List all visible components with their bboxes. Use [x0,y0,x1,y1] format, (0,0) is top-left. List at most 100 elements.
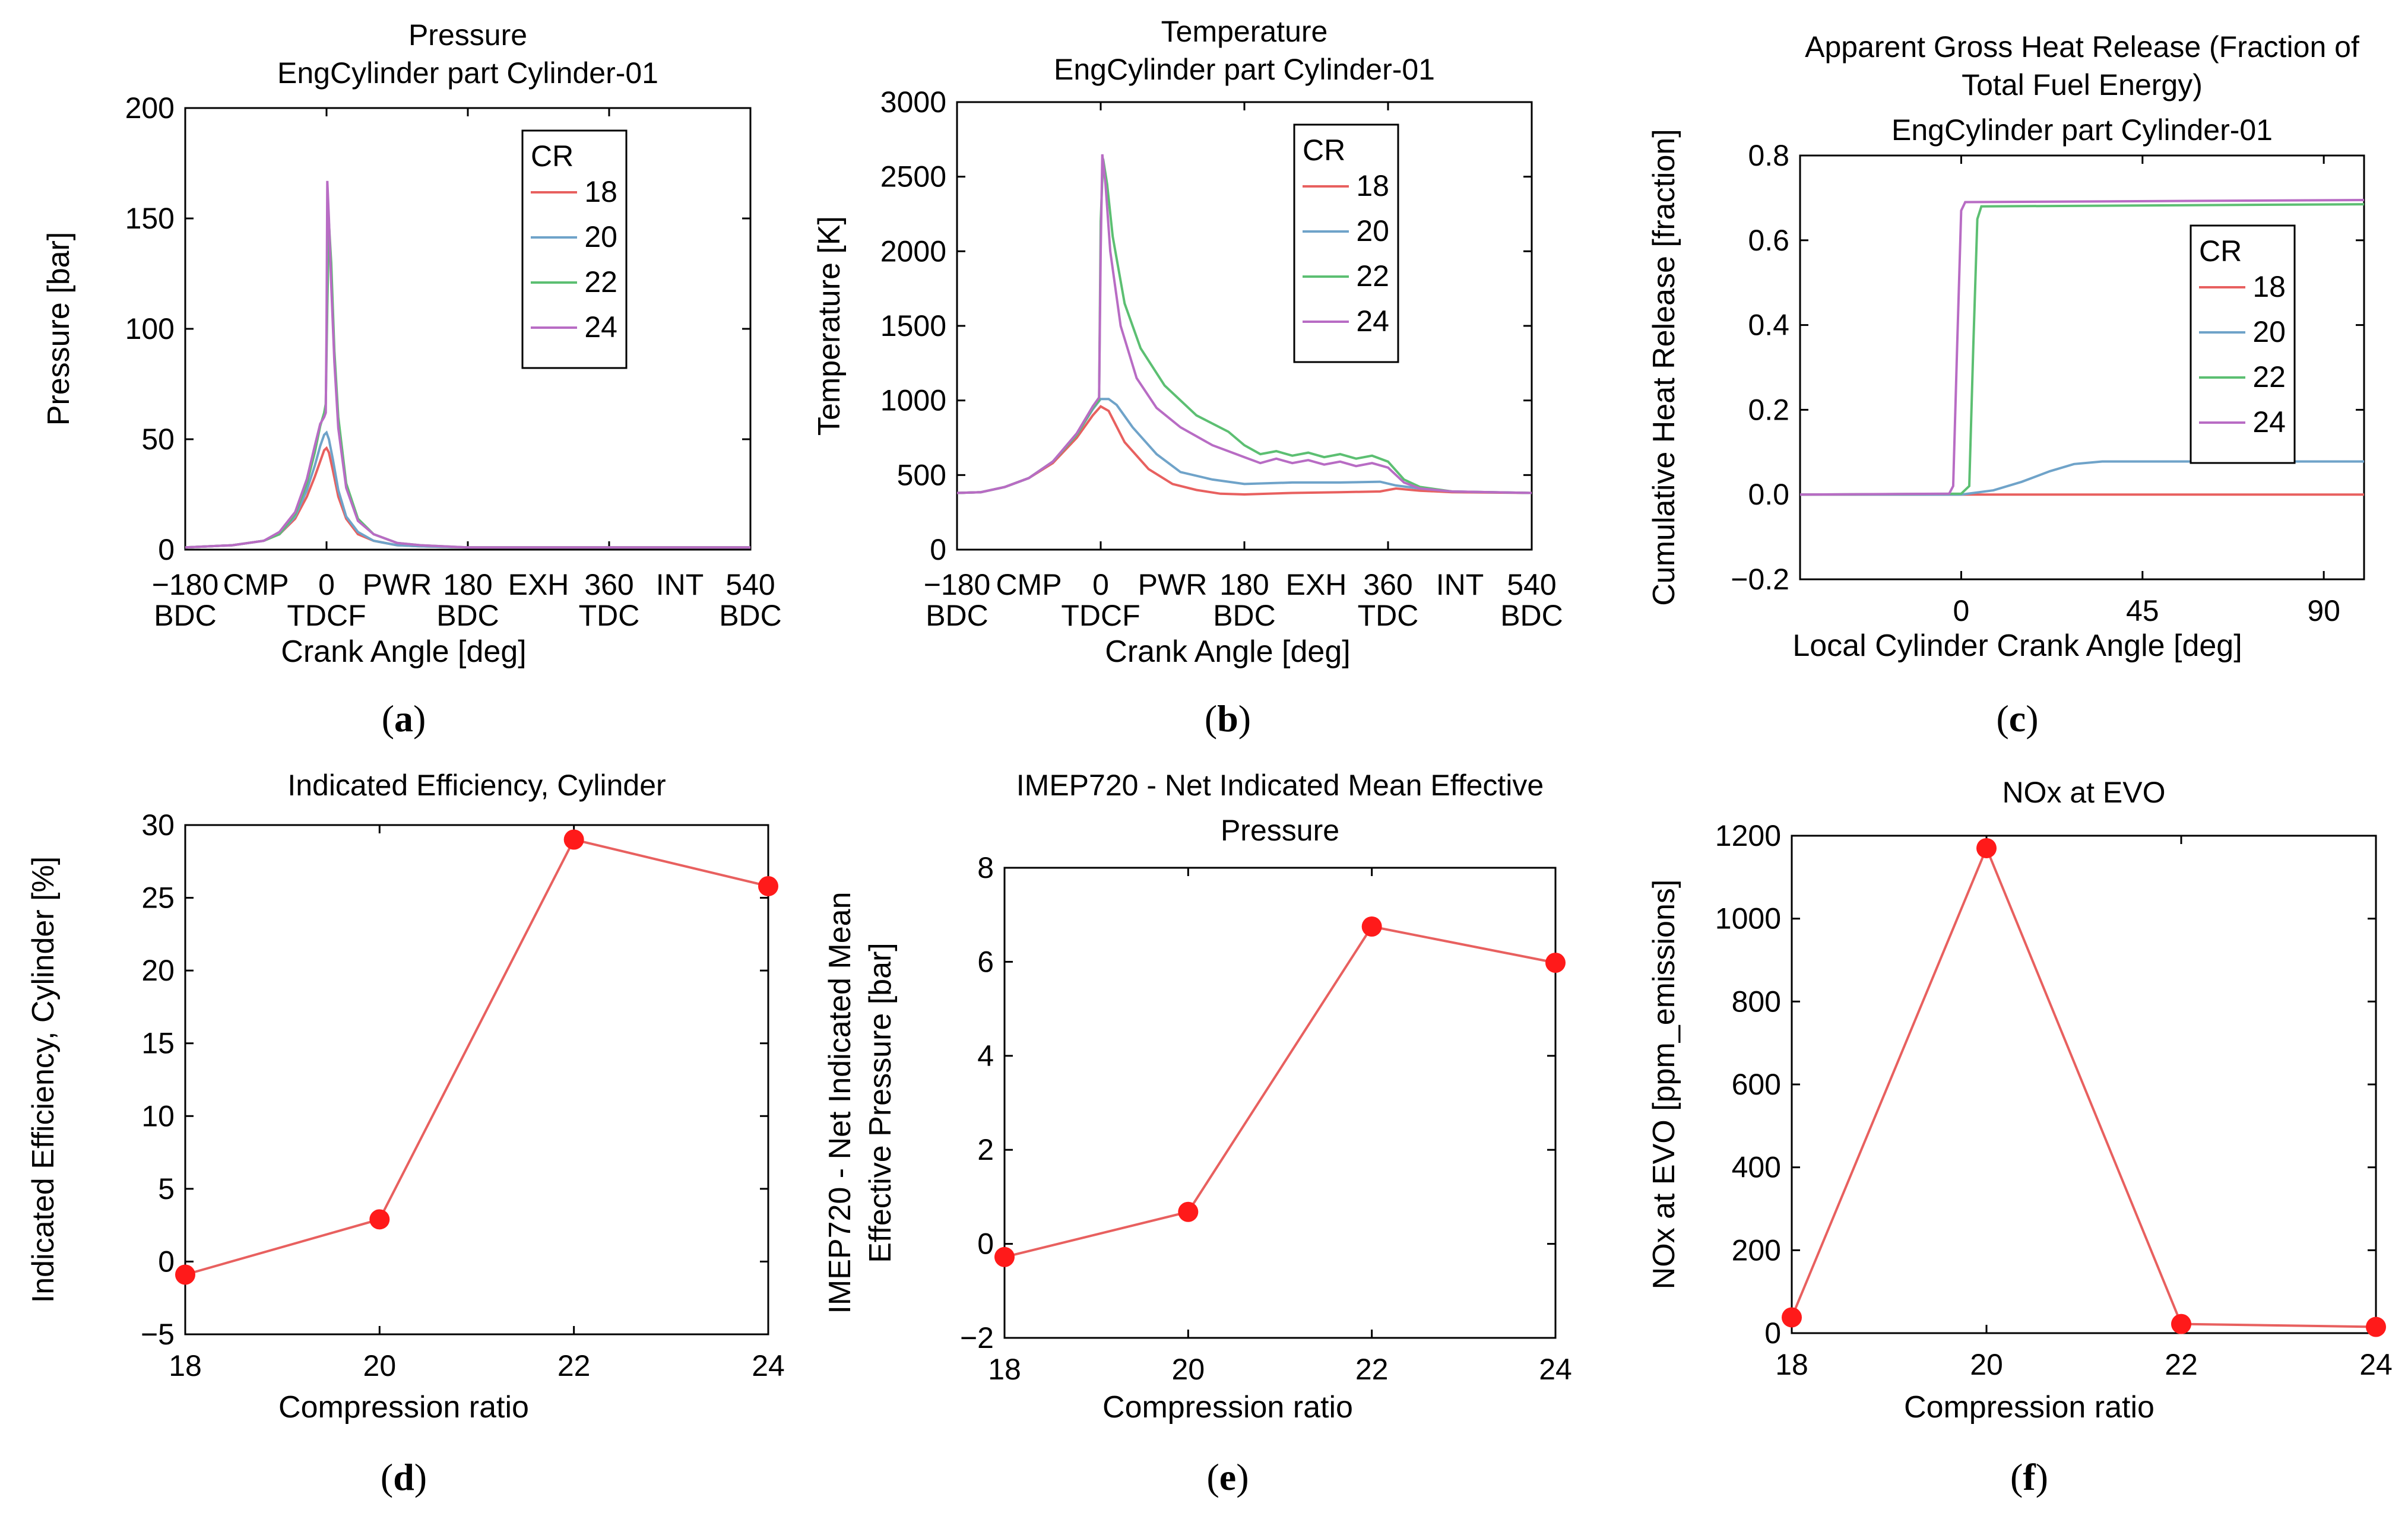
chart-title: Temperature [1161,15,1328,48]
y-tick-label: 30 [141,808,175,842]
y-tick-label: 150 [125,202,175,235]
data-point [1545,952,1566,973]
y-tick-label: 2500 [880,160,946,193]
x-tick-label: 24 [1539,1353,1572,1386]
data-point [369,1209,390,1230]
y-axis-label: Cumulative Heat Release [fraction] [1647,129,1681,606]
y-tick-label: 10 [141,1099,175,1133]
y-tick-label: 15 [141,1027,175,1060]
legend-label-cr-24: 24 [2252,405,2286,439]
x-tick-label: −180 [152,568,219,601]
x-tick-label: 24 [2359,1348,2393,1381]
legend-title: CR [1303,134,1345,167]
y-tick-label: 6 [977,945,994,978]
legend-label-cr-18: 18 [584,175,617,208]
chart-title: Apparent Gross Heat Release (Fraction of [1805,30,2359,64]
legend-label-cr-24: 24 [1356,304,1389,338]
x-axis-label: Compression ratio [278,1390,529,1425]
chart-title: NOx at EVO [2002,776,2165,809]
plot-frame [1003,867,1557,1339]
caption-letter: e [1219,1456,1236,1498]
x-tick-label: 0 [318,568,335,601]
y-tick-label: 4 [977,1039,994,1073]
data-point [175,1264,195,1285]
series-line-cr-24 [185,180,750,549]
x-tick-sublabel: TDC [579,599,640,632]
y-tick-label: 800 [1732,985,1781,1018]
y-axis-label: IMEP720 - Net Indicated Mean [823,892,857,1314]
x-axis-label: Crank Angle [deg] [1105,635,1350,669]
x-tick-label: 90 [2307,594,2340,627]
panel-b: Temperature EngCylinder part Cylinder-01 0… [812,15,1563,669]
legend-title: CR [2199,234,2242,268]
data-point [563,829,584,850]
caption-letter: c [2009,697,2026,740]
x-tick-label: 20 [363,1349,397,1382]
legend-label-cr-22: 22 [2252,360,2286,394]
series-line-cr-22 [957,158,1532,494]
series-line [185,838,769,1276]
y-tick-label: 20 [141,954,175,987]
y-tick-label: 100 [125,312,175,345]
legend: CR 18 20 22 24 [2190,224,2296,464]
panel-caption: (d) [381,1456,427,1498]
x-tick-label: 540 [725,568,775,601]
phase-label: INT [1436,568,1484,601]
chart-title: Pressure [408,18,527,52]
x-axis-label: Compression ratio [1904,1390,2154,1425]
y-tick-label: 0 [930,533,946,566]
x-tick-label: 18 [1775,1348,1808,1381]
panel-c: Apparent Gross Heat Release (Fraction of… [1647,30,2365,663]
y-tick-label: 5 [158,1172,175,1206]
plot-frame [184,824,769,1336]
x-tick-label: 20 [1172,1353,1205,1386]
y-axis-label: Temperature [K] [812,216,847,436]
x-tick-label: 0 [1092,568,1109,601]
data-point [758,875,778,896]
y-tick-label: 500 [897,458,946,491]
y-tick-label: 0.6 [1748,224,1789,257]
phase-label: EXH [1286,568,1347,601]
panel-f: NOx at EVO 0 200 400 600 800 1000 1200 18 20 22 24 C… [1647,776,2393,1425]
x-tick-label: 18 [988,1353,1021,1386]
legend: CR 18 20 22 24 [521,129,628,369]
y-tick-label: 0 [158,533,175,566]
y-tick-label: 200 [1732,1233,1781,1267]
legend-label-cr-24: 24 [584,310,617,344]
plot-frame [184,107,752,551]
legend-label-cr-20: 20 [1356,214,1389,248]
series-line-cr-18 [957,405,1532,496]
x-tick-label: 0 [1953,594,1970,627]
legend-label-cr-20: 20 [2252,315,2286,348]
chart-title: EngCylinder part Cylinder-01 [277,56,658,90]
phase-label: EXH [508,568,569,601]
x-axis-label: Compression ratio [1102,1390,1353,1425]
data-point [1361,916,1382,937]
panel-caption: (f) [2010,1456,2048,1498]
chart-title: IMEP720 - Net Indicated Mean Effective [1016,769,1544,802]
y-tick-label: 0 [158,1245,175,1278]
y-tick-label: 400 [1732,1151,1781,1184]
chart-title: Total Fuel Energy) [1962,68,2203,101]
x-tick-sublabel: BDC [1500,599,1563,632]
series-line [1791,845,2377,1328]
x-tick-label: 180 [1219,568,1269,601]
y-tick-label: 0.4 [1748,309,1789,342]
x-tick-sublabel: BDC [436,599,499,632]
panel-a: Pressure EngCylinder part Cylinder-01 0 50 1… [42,18,782,669]
panel-e: IMEP720 - Net Indicated Mean Effective Pr… [823,769,1572,1425]
legend: CR 18 20 22 24 [1293,123,1399,363]
phase-label: CMP [223,568,289,601]
data-point [1178,1201,1199,1222]
legend-label-cr-22: 22 [1356,259,1389,293]
y-tick-label: 0 [1764,1317,1781,1350]
chart-title: Pressure [1221,814,1339,847]
legend-label-cr-18: 18 [2252,270,2286,303]
phase-label: CMP [996,568,1062,601]
y-axis-label: Pressure [bar] [42,232,76,426]
legend-label-cr-20: 20 [584,220,617,253]
y-tick-label: 2000 [880,234,946,268]
y-tick-label: 600 [1732,1068,1781,1101]
panel-caption: (e) [1206,1456,1249,1498]
series-line-cr-22 [1800,203,2364,496]
